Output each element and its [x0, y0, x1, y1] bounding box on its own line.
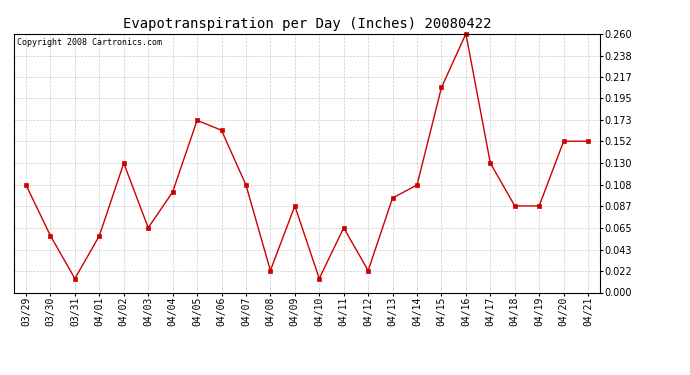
- Text: Copyright 2008 Cartronics.com: Copyright 2008 Cartronics.com: [17, 38, 161, 46]
- Title: Evapotranspiration per Day (Inches) 20080422: Evapotranspiration per Day (Inches) 2008…: [123, 17, 491, 31]
